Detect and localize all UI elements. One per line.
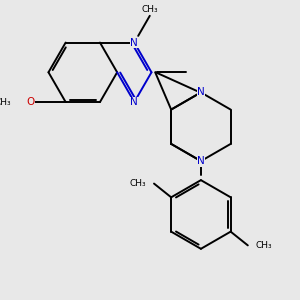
Text: N: N xyxy=(130,97,138,107)
Text: N: N xyxy=(197,87,205,98)
Text: CH₃: CH₃ xyxy=(142,5,158,14)
Text: CH₃: CH₃ xyxy=(0,98,11,106)
Text: O: O xyxy=(26,97,34,107)
Text: N: N xyxy=(197,156,205,166)
Text: CH₃: CH₃ xyxy=(130,179,146,188)
Text: N: N xyxy=(130,38,138,48)
Text: CH₃: CH₃ xyxy=(255,241,272,250)
